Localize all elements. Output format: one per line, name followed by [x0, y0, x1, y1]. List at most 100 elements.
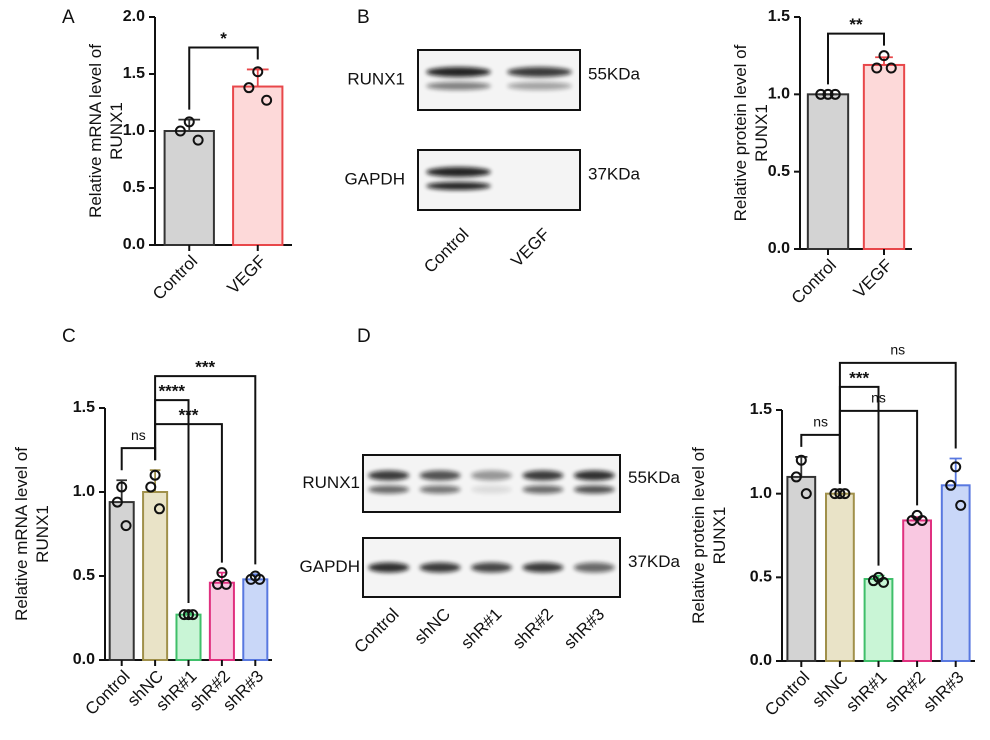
blot-band	[470, 562, 513, 573]
blot-band	[426, 182, 491, 190]
error-bar	[178, 118, 201, 131]
y-tick-label: 0.0	[750, 652, 772, 669]
blot-band	[470, 485, 513, 494]
bar	[786, 475, 817, 662]
x-tick-label: Control	[788, 256, 840, 308]
y-axis-label-line: Relative protein level of	[731, 44, 750, 221]
y-axis-label-line: RUNX1	[107, 102, 126, 160]
y-axis-label: Relative protein level of RUNX1	[689, 447, 729, 624]
blot-band	[573, 470, 615, 481]
blot-band	[470, 470, 513, 481]
bar	[208, 581, 235, 661]
significance-label: ***	[849, 368, 869, 387]
panel-label: B	[357, 7, 370, 28]
blot-band	[522, 562, 564, 573]
y-axis-label-line: RUNX1	[33, 505, 52, 563]
significance-label: ns	[890, 342, 905, 358]
blot-band	[368, 470, 410, 481]
data-point	[885, 62, 897, 74]
y-tick-label: 1.0	[123, 122, 145, 139]
significance-label: *	[220, 29, 227, 48]
y-tick-label: 2.0	[123, 8, 145, 25]
y-axis-label: Relative mRNA level of RUNX1	[12, 447, 52, 621]
significance-label: ns	[131, 427, 146, 443]
x-tick-label: shR#1	[842, 668, 890, 716]
bar	[940, 484, 971, 662]
blot-band	[573, 485, 615, 494]
y-axis-label-line: RUNX1	[710, 507, 729, 565]
data-point	[822, 88, 834, 100]
x-tick-label: VEGF	[850, 256, 896, 302]
data-point	[254, 573, 266, 585]
data-point	[834, 488, 846, 500]
data-point	[790, 471, 802, 483]
x-tick-label: Control	[82, 667, 134, 719]
x-tick-label: VEGF	[224, 252, 270, 298]
data-point	[878, 50, 890, 62]
data-point	[174, 125, 186, 137]
lane-label: shR#3	[560, 605, 608, 653]
blot-row-label: GAPDH	[300, 557, 360, 576]
bar	[142, 491, 169, 661]
blot-size-label: 37KDa	[588, 164, 641, 183]
data-point	[906, 514, 918, 526]
significance-bracket	[827, 32, 885, 85]
y-tick-label: 0.5	[768, 163, 790, 180]
x-tick-label: shR#2	[881, 668, 929, 716]
blot-band	[522, 485, 564, 494]
significance-label: **	[849, 15, 863, 34]
blot-band	[426, 167, 491, 177]
blot-band	[507, 82, 572, 90]
data-point	[149, 469, 161, 481]
significance-bracket	[120, 447, 157, 471]
bar	[863, 578, 894, 662]
significance-label: ****	[159, 382, 186, 401]
blot-row-label: RUNX1	[302, 473, 360, 492]
blot-band	[419, 485, 461, 494]
y-tick-label: 1.5	[123, 65, 145, 82]
data-point	[829, 488, 841, 500]
y-axis-label-line: Relative mRNA level of	[12, 447, 31, 621]
bar	[825, 492, 855, 662]
blot-frame	[362, 454, 621, 513]
y-tick-label: 1.5	[768, 8, 790, 25]
bar	[175, 613, 202, 662]
blot-band	[368, 562, 410, 573]
significance-bracket	[838, 361, 957, 484]
data-point	[145, 481, 157, 493]
bar	[902, 519, 932, 662]
blot-band	[368, 485, 410, 494]
y-axis-label: Relative mRNA level of RUNX1	[86, 44, 126, 218]
blot-frame	[417, 49, 581, 111]
y-axis-label-line: RUNX1	[752, 104, 771, 162]
data-point	[871, 62, 883, 74]
panel-label: D	[357, 326, 371, 347]
lane-label: shNC	[411, 605, 454, 648]
bar	[862, 63, 906, 250]
blot-size-label: 55KDa	[628, 468, 681, 487]
data-point	[945, 479, 957, 491]
data-point	[252, 66, 264, 78]
data-point	[243, 82, 255, 94]
data-point	[795, 454, 807, 466]
data-point	[183, 609, 194, 621]
significance-bracket	[188, 46, 259, 110]
lane-label: Control	[420, 225, 472, 277]
bar	[242, 578, 269, 661]
data-point	[183, 116, 195, 128]
y-tick-label: 0.0	[768, 240, 790, 257]
data-point	[829, 88, 841, 100]
data-point	[800, 488, 812, 500]
data-point	[216, 567, 228, 579]
blot-band	[426, 67, 491, 77]
y-tick-label: 0.0	[123, 236, 145, 253]
y-tick-label: 1.0	[73, 483, 95, 500]
y-tick-label: 0.5	[750, 569, 772, 586]
lane-label: shR#1	[457, 605, 505, 653]
x-tick-label: Control	[149, 252, 201, 304]
data-point	[955, 499, 967, 511]
y-axis-label-line: Relative protein level of	[689, 447, 708, 624]
y-tick-label: 0.0	[73, 651, 95, 668]
data-point	[261, 94, 273, 106]
